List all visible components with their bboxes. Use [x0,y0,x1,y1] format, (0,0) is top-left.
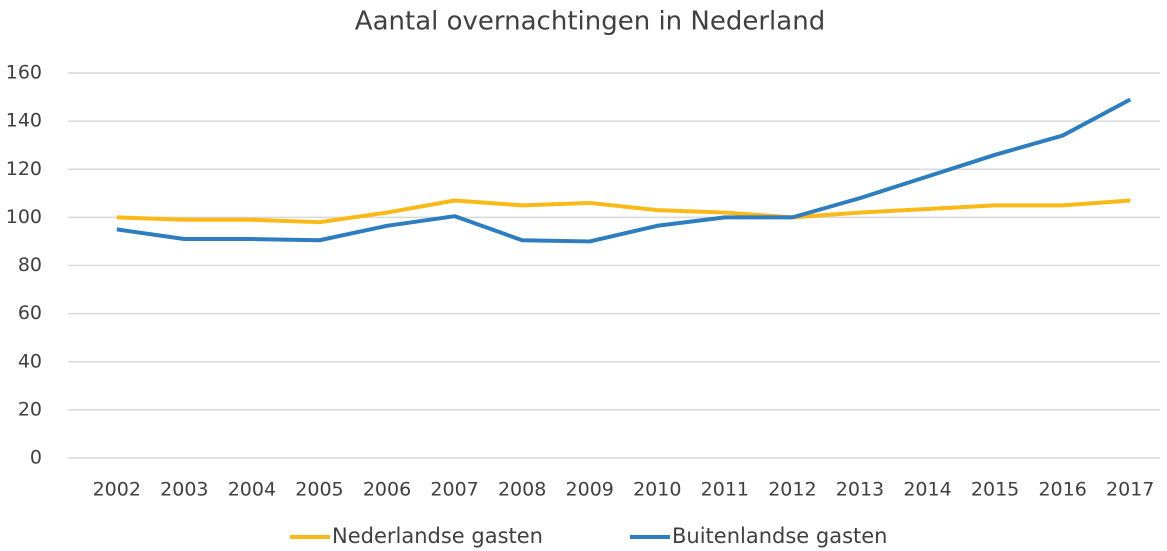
x-tick-label: 2009 [566,479,614,501]
x-tick-label: 2014 [903,479,951,501]
line-series [116,97,1132,244]
y-tick-label: 120 [6,158,42,180]
x-tick-label: 2012 [768,479,816,501]
x-tick-label: 2004 [228,479,276,501]
chart-title: Aantal overnachtingen in Nederland [355,7,825,37]
line-series [116,198,1131,225]
x-tick-label: 2006 [363,479,411,501]
y-tick-label: 0 [30,447,42,469]
x-tick-label: 2015 [971,479,1019,501]
x-tick-label: 2003 [160,479,208,501]
y-tick-label: 80 [18,254,42,276]
x-tick-label: 2005 [295,479,343,501]
legend-label: Buitenlandse gasten [672,524,888,548]
x-tick-label: 2011 [701,479,749,501]
y-tick-label: 40 [18,350,42,372]
x-tick-label: 2017 [1106,479,1154,501]
x-tick-label: 2007 [430,479,478,501]
x-tick-label: 2008 [498,479,546,501]
legend-label: Nederlandse gasten [332,524,543,548]
y-tick-label: 140 [6,110,42,132]
x-tick-label: 2013 [836,479,884,501]
x-tick-label: 2016 [1038,479,1086,501]
y-tick-label: 20 [18,398,42,420]
x-tick-label: 2002 [93,479,141,501]
y-tick-label: 60 [18,302,42,324]
x-tick-label: 2010 [633,479,681,501]
y-tick-label: 160 [6,62,42,84]
y-tick-label: 100 [6,206,42,228]
